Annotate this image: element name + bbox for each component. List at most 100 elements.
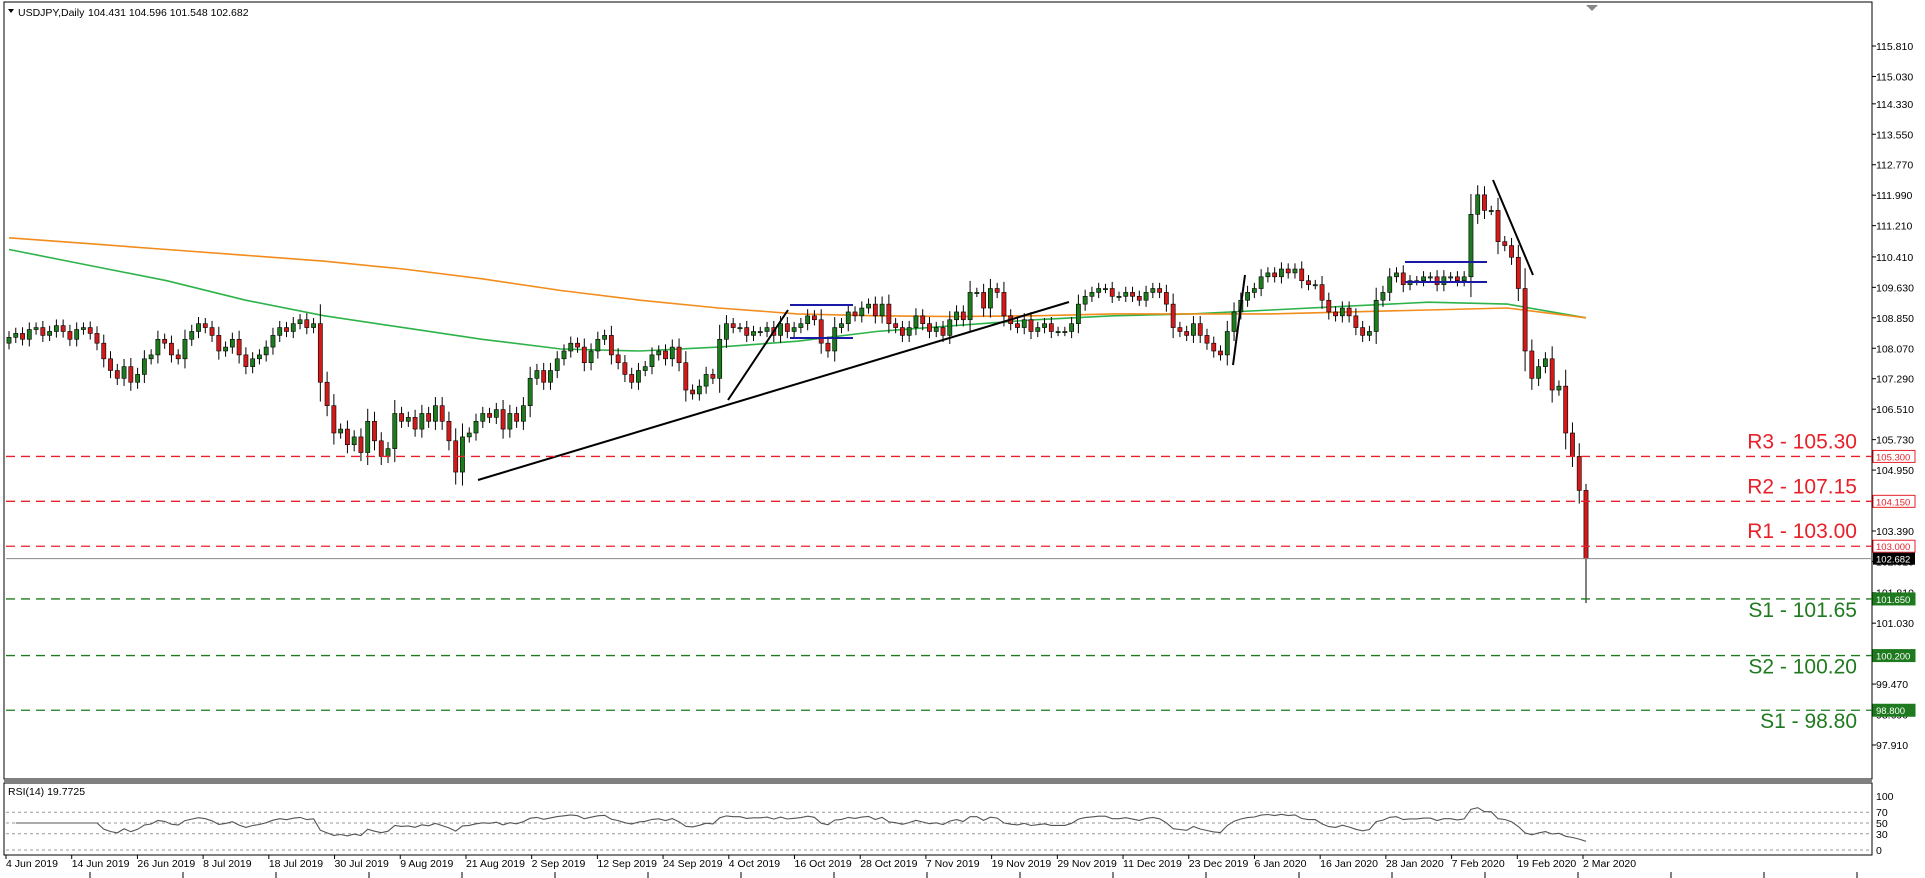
time-tick-label: 24 Sep 2019 xyxy=(663,858,723,870)
candle-body xyxy=(1326,299,1332,313)
candle-body xyxy=(81,327,86,330)
collapse-triangle-icon[interactable] xyxy=(8,9,14,13)
candle-body xyxy=(1576,456,1582,491)
candle-body xyxy=(33,327,39,330)
level-axis-tag xyxy=(1872,539,1916,553)
candle-body xyxy=(351,436,357,446)
candle-body xyxy=(419,413,425,430)
price-tick-label: 108.850 xyxy=(1876,313,1914,325)
time-tick-label: 4 Jun 2019 xyxy=(6,858,58,870)
time-tick-label: 9 Aug 2019 xyxy=(400,858,453,870)
candle-body xyxy=(690,389,695,395)
candle-body xyxy=(1143,292,1149,301)
uptrend-line-short[interactable] xyxy=(727,309,789,401)
candle-body xyxy=(345,428,350,446)
candle-body xyxy=(1495,210,1501,242)
candle-body xyxy=(1333,311,1338,317)
current-price-tag-text: 102.682 xyxy=(1876,555,1910,566)
candle-body xyxy=(1441,276,1447,285)
candle-body xyxy=(324,381,330,406)
candle-body xyxy=(994,288,1000,293)
candle-body xyxy=(629,374,635,383)
candle-body xyxy=(1522,288,1528,352)
candle-body xyxy=(385,448,391,457)
candle-body xyxy=(1096,288,1102,293)
candle-body xyxy=(534,370,540,379)
candle-body xyxy=(216,335,222,352)
candle-body xyxy=(250,358,256,367)
shift-marker-icon[interactable] xyxy=(1586,5,1598,11)
candle-body xyxy=(67,331,73,340)
time-tick-label: 18 Jul 2019 xyxy=(269,858,323,870)
current-price: 102.682 xyxy=(6,552,1915,566)
candle-body xyxy=(1549,358,1555,391)
time-tick-label: 29 Nov 2019 xyxy=(1057,858,1117,870)
candle-body xyxy=(473,420,479,434)
candle-body xyxy=(913,315,919,328)
price-tick-label: 108.070 xyxy=(1876,343,1914,355)
time-tick-label: 4 Oct 2019 xyxy=(729,858,781,870)
candle-body xyxy=(940,327,946,336)
candle-body xyxy=(1042,323,1047,328)
support-resistance-levels: R3 - 105.30 105.300 R2 - 107.15 104.150 R1 -… xyxy=(6,430,1916,733)
candle-body xyxy=(1197,323,1203,336)
candle-body xyxy=(1082,296,1088,305)
price-tick-label: 115.810 xyxy=(1876,41,1913,53)
rsi-tick-label: 100 xyxy=(1876,791,1894,803)
uptrend-line-main[interactable] xyxy=(477,301,1070,481)
candle-body xyxy=(778,323,783,336)
chart-header: USDJPY,Daily 104.431 104.596 101.548 102… xyxy=(8,7,249,19)
candle-body xyxy=(757,331,763,333)
time-tick-label: 19 Feb 2020 xyxy=(1517,858,1576,870)
candle-body xyxy=(1184,331,1190,336)
candle-body xyxy=(981,292,987,309)
candle-body xyxy=(26,329,32,340)
candle-body xyxy=(554,358,560,371)
candle-body xyxy=(1421,276,1426,282)
candle-body xyxy=(1468,214,1474,278)
level-axis-tag-text: 104.150 xyxy=(1876,497,1910,508)
candle-body xyxy=(196,323,201,332)
price-tick-label: 114.330 xyxy=(1876,99,1913,111)
candle-body xyxy=(1583,490,1589,560)
candle-body xyxy=(128,366,134,383)
candle-body xyxy=(1279,268,1284,278)
candle-body xyxy=(520,405,526,422)
candle-body xyxy=(1075,303,1081,324)
candle-body xyxy=(1563,385,1569,434)
uptrend-line-january[interactable] xyxy=(1232,274,1246,366)
candle-body xyxy=(879,303,885,317)
candle-body xyxy=(439,405,445,422)
candle-body xyxy=(859,307,865,317)
candle-body xyxy=(87,327,93,334)
candle-body xyxy=(1434,276,1440,285)
candle-body xyxy=(412,417,418,430)
candle-body xyxy=(223,346,228,352)
candle-body xyxy=(703,374,709,387)
candle-body xyxy=(1035,327,1041,332)
moving-averages xyxy=(8,237,1587,352)
candle-body xyxy=(527,378,533,406)
candle-body xyxy=(297,319,303,324)
candle-body xyxy=(446,420,452,442)
candle-body xyxy=(1170,303,1176,328)
candle-body xyxy=(1570,432,1575,457)
candle-body xyxy=(669,346,675,360)
candle-body xyxy=(1211,342,1217,352)
candle-body xyxy=(1373,299,1379,332)
candle-body xyxy=(927,323,932,332)
candle-body xyxy=(1285,268,1291,274)
downtrend-line-february[interactable] xyxy=(1492,179,1534,276)
candle-body xyxy=(1103,288,1108,291)
candle-body xyxy=(162,338,168,344)
time-tick-label: 23 Dec 2019 xyxy=(1189,858,1249,870)
candle-body xyxy=(588,350,594,364)
symbol-label: USDJPY,Daily xyxy=(18,7,85,19)
candle-body xyxy=(1150,288,1156,293)
candle-body xyxy=(1109,288,1115,297)
candle-body xyxy=(1299,268,1305,282)
price-tick-label: 111.210 xyxy=(1876,221,1913,233)
level-label: R3 - 105.30 xyxy=(1747,430,1857,453)
candle-body xyxy=(1502,241,1508,246)
